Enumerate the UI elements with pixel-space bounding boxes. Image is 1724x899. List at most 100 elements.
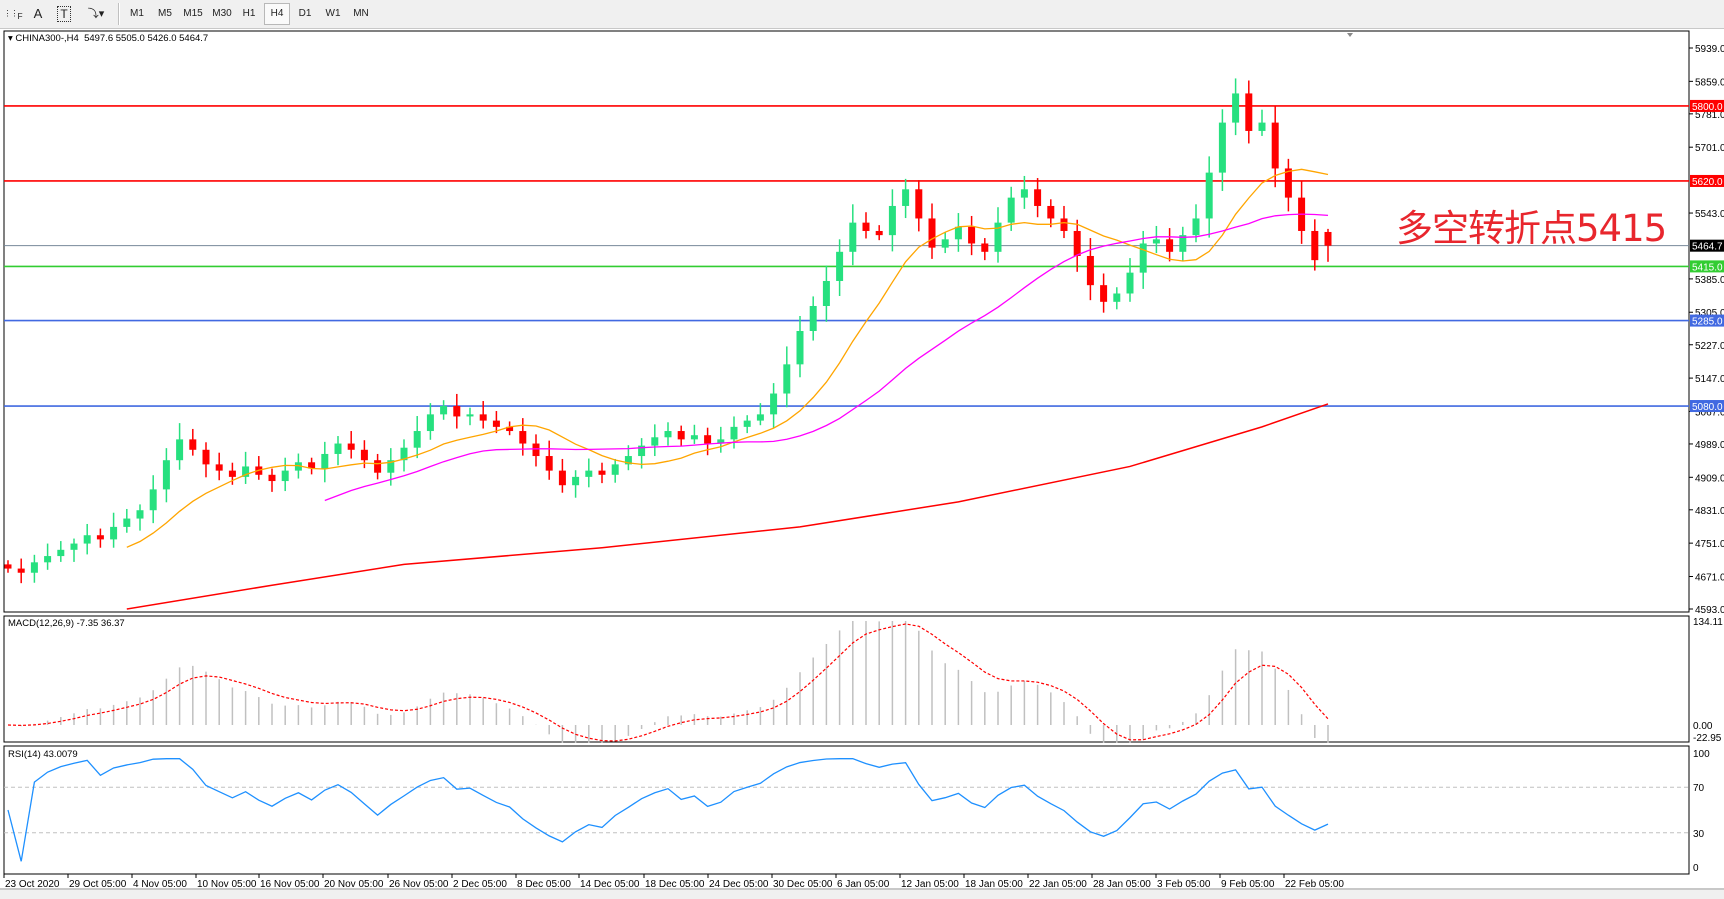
timeframe-d1-button[interactable]: D1 <box>298 8 312 19</box>
candle <box>928 203 936 259</box>
candle-body <box>690 435 698 440</box>
candle-body <box>228 470 236 477</box>
candle <box>1232 78 1240 136</box>
candle-body <box>4 564 12 569</box>
timeframe-m15-button[interactable]: M15 <box>183 8 203 19</box>
candle <box>1311 219 1319 271</box>
candle <box>994 207 1002 263</box>
rsi-panel-frame <box>3 745 1690 875</box>
date-tick-label: 9 Feb 05:00 <box>1221 879 1275 890</box>
price-panel-frame <box>3 30 1690 613</box>
candle <box>1139 230 1147 289</box>
candle-body <box>1324 231 1332 246</box>
candle-body <box>70 543 78 550</box>
candle-body <box>1100 285 1108 302</box>
candle <box>677 425 685 447</box>
candle-body <box>162 460 170 490</box>
candle-body <box>334 443 342 454</box>
date-tick-label: 10 Nov 05:00 <box>197 879 257 890</box>
candle-body <box>1245 93 1253 131</box>
candle-body <box>176 439 184 461</box>
text-tool-button[interactable]: A <box>33 6 43 21</box>
candle <box>1007 186 1015 231</box>
candle <box>1166 228 1174 262</box>
candle <box>862 212 870 239</box>
timeframe-w1-button[interactable]: W1 <box>325 8 341 19</box>
text-label-tool-button[interactable]: T <box>52 3 76 25</box>
candle <box>968 215 976 256</box>
candle-body <box>954 226 962 240</box>
date-tick-label: 3 Feb 05:00 <box>1157 879 1211 890</box>
date-tick-label: 20 Nov 05:00 <box>324 879 384 890</box>
date-tick-label: 4 Nov 05:00 <box>133 879 187 890</box>
timeframe-h1-button[interactable]: H1 <box>242 8 256 19</box>
price-tick-label: 5385.0 <box>1695 275 1724 286</box>
candle <box>611 458 619 483</box>
level-tag-bg <box>1690 400 1724 413</box>
toolbar-separator <box>118 3 120 25</box>
candle <box>915 180 923 232</box>
candle <box>519 418 527 456</box>
candle-body <box>902 189 910 206</box>
candle <box>1192 204 1200 243</box>
candle <box>4 560 12 573</box>
candle <box>743 415 751 434</box>
rsi-tick-label: 100 <box>1693 749 1710 760</box>
timeframe-h4-button[interactable]: H4 <box>264 3 290 25</box>
price-tick-label: 5543.0 <box>1695 209 1724 220</box>
candle <box>717 426 725 453</box>
timeframe-m1-button[interactable]: M1 <box>130 8 144 19</box>
candle <box>440 400 448 420</box>
candle <box>664 422 672 446</box>
candle <box>426 403 434 440</box>
date-tick-label: 8 Dec 05:00 <box>517 879 571 890</box>
macd-panel-frame <box>3 615 1690 743</box>
candle-body <box>968 226 976 244</box>
candle <box>572 470 580 498</box>
candle-body <box>387 460 395 473</box>
candle-body <box>268 474 276 482</box>
candle-body <box>1073 230 1081 256</box>
candle <box>492 411 500 434</box>
candle-body <box>202 449 210 465</box>
price-tick-label: 4593.0 <box>1695 605 1724 616</box>
candle <box>413 416 421 459</box>
date-tick-label: 14 Dec 05:00 <box>580 879 640 890</box>
candle-body <box>915 189 923 219</box>
candle-body <box>1258 122 1266 131</box>
candle <box>796 315 804 378</box>
candle-body <box>796 331 804 365</box>
grid-icon[interactable]: ⋮⋮F <box>3 9 23 21</box>
rsi-tick-label: 0 <box>1693 863 1699 874</box>
chart-area[interactable]: 5939.0 5859.0 5781.0 5701.0 5543.0 5385.0 5305… <box>0 29 1724 891</box>
candle-body <box>1284 168 1292 198</box>
candle <box>558 458 566 493</box>
candle-body <box>492 420 500 427</box>
candle <box>308 457 316 475</box>
candle <box>1298 181 1306 244</box>
price-tick-label: 5939.0 <box>1695 44 1724 55</box>
date-tick-label: 23 Oct 2020 <box>5 879 60 890</box>
timeframe-m5-button[interactable]: M5 <box>158 8 172 19</box>
candle <box>1284 158 1292 212</box>
candle-body <box>1086 255 1094 286</box>
candle-body <box>440 406 448 415</box>
arrows-dropdown-button[interactable]: ⤵▾ <box>87 8 105 20</box>
candle <box>598 462 606 484</box>
rsi-line <box>7 758 1329 862</box>
annotation-text: 多空转折点5415 <box>1396 207 1667 250</box>
candle <box>756 403 764 426</box>
timeframe-m30-button[interactable]: M30 <box>212 8 232 19</box>
candle-body <box>189 439 197 450</box>
candle-body <box>1179 235 1187 252</box>
candle <box>1113 287 1121 310</box>
candle <box>770 383 778 429</box>
candle <box>981 238 989 261</box>
level-tag-bg <box>1690 314 1724 327</box>
timeframe-mn-button[interactable]: MN <box>353 8 369 19</box>
candle <box>242 451 250 484</box>
candle-body <box>413 431 421 448</box>
candle-body <box>545 456 553 471</box>
macd-label: MACD(12,26,9) -7.35 36.37 <box>8 618 125 629</box>
candle <box>400 439 408 472</box>
